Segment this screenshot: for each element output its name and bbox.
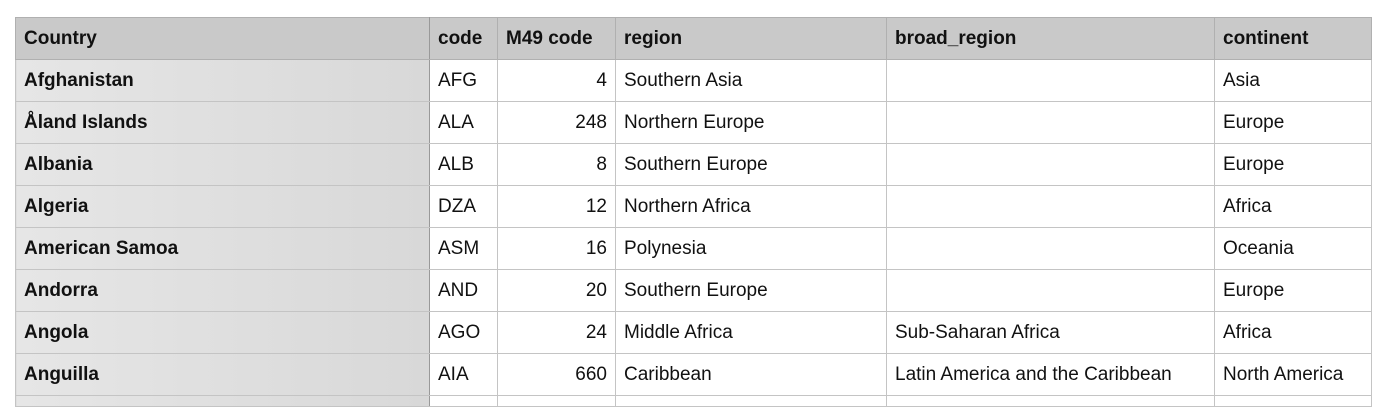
table-cell: Middle Africa [615,311,887,354]
table-cell: Andorra [15,269,430,312]
table-cell: Polynesia [615,227,887,270]
table-cell: Europe [1214,269,1372,312]
table-cell: 20 [497,269,616,312]
column-header: region [615,17,887,60]
table-cell: ASM [429,227,498,270]
table-row: American Samoa ASM 16 Polynesia Oceania [15,227,1372,270]
spreadsheet: Country code M49 code region broad_region con… [15,17,1372,407]
table-row: Anguilla AIA 660 Caribbean Latin America and… [15,353,1372,396]
table-cell: Afghanistan [15,59,430,102]
table-cell: North America [1214,353,1372,396]
table-cell: 4 [497,59,616,102]
table-cell: Asia [1214,59,1372,102]
table-cell [886,59,1215,102]
table-cell: Latin America and the Caribbean [886,353,1215,396]
column-header: code [429,17,498,60]
table-cell: DZA [429,185,498,228]
table-cell [497,395,616,407]
table-cell: Southern Asia [615,59,887,102]
table-cell: AND [429,269,498,312]
table-cell: AIA [429,353,498,396]
table-cell: Southern Europe [615,269,887,312]
table-cell: Angola [15,311,430,354]
table-cell [886,185,1215,228]
table-cell: Southern Europe [615,143,887,186]
table-cell: ALA [429,101,498,144]
table-cell: Northern Africa [615,185,887,228]
table-cell [886,269,1215,312]
header-row: Country code M49 code region broad_region con… [15,17,1372,60]
table-cell: AFG [429,59,498,102]
table-body: Afghanistan AFG 4 Southern Asia Asia Åland Is… [15,59,1372,407]
table-cell [886,395,1215,407]
column-header: Country [15,17,430,60]
table-cell: 12 [497,185,616,228]
table-cell: Albania [15,143,430,186]
table-cell: Africa [1214,311,1372,354]
table-cell: Algeria [15,185,430,228]
table-cell: 8 [497,143,616,186]
table-cell [886,227,1215,270]
table-row: Andorra AND 20 Southern Europe Europe [15,269,1372,312]
table-cell: 16 [497,227,616,270]
table-cell: Africa [1214,185,1372,228]
table-cell: AGO [429,311,498,354]
table-cell: 24 [497,311,616,354]
table-cell: Northern Europe [615,101,887,144]
table-cell: American Samoa [15,227,430,270]
table-row: Algeria DZA 12 Northern Africa Africa [15,185,1372,228]
column-header: continent [1214,17,1372,60]
table-cell: Caribbean [615,353,887,396]
column-header: broad_region [886,17,1215,60]
table-cell [1214,395,1372,407]
table-row: Albania ALB 8 Southern Europe Europe [15,143,1372,186]
table-cell: Europe [1214,101,1372,144]
table-cell: Europe [1214,143,1372,186]
table-cell [615,395,887,407]
table: Country code M49 code region broad_region con… [15,17,1372,407]
table-cell [886,101,1215,144]
table-row: Åland Islands ALA 248 Northern Europe Europe [15,101,1372,144]
table-cell: Sub-Saharan Africa [886,311,1215,354]
column-header: M49 code [497,17,616,60]
table-row: Afghanistan AFG 4 Southern Asia Asia [15,59,1372,102]
table-cell: 248 [497,101,616,144]
table-cell [886,143,1215,186]
table-row: Angola AGO 24 Middle Africa Sub-Saharan Afri… [15,311,1372,354]
table-row [15,395,1372,407]
table-cell: Oceania [1214,227,1372,270]
table-cell: Anguilla [15,353,430,396]
table-cell [15,395,430,407]
table-cell: 660 [497,353,616,396]
table-cell: ALB [429,143,498,186]
table-cell: Åland Islands [15,101,430,144]
table-cell [429,395,498,407]
